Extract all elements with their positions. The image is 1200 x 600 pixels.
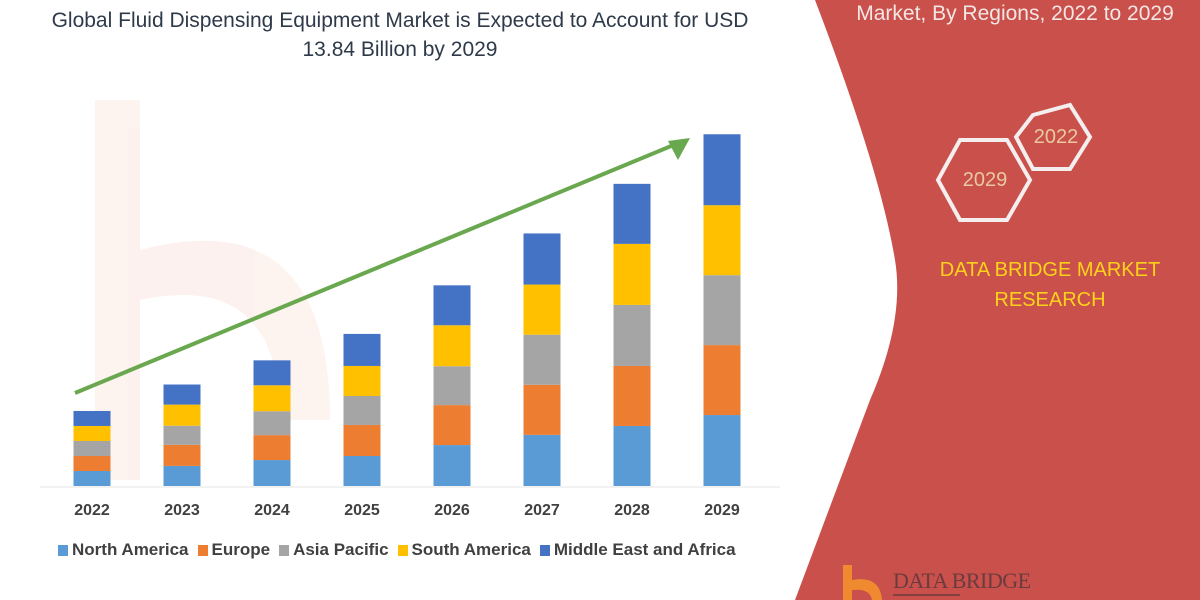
legend-label: Asia Pacific [293,540,389,559]
legend: North America Europe Asia Pacific South Ame… [58,540,736,560]
stacked-bar-chart [40,134,780,488]
hex-year-2022: 2022 [1033,126,1079,148]
trend-arrow [74,138,690,395]
legend-item: Middle East and Africa [539,540,736,560]
bar-2022-middle-east-and-africa [73,410,111,426]
bar-2025-south-america [343,365,381,396]
bar-2025-north-america [343,455,381,486]
x-tick-label: 2025 [344,502,380,519]
chart-subtitle: Market, By Regions, 2022 to 2029 [856,2,1174,25]
bar-2029-south-america [703,205,741,276]
hex-year-2029: 2029 [962,169,1008,191]
x-tick-label: 2029 [704,502,740,519]
x-tick-label: 2022 [74,502,110,519]
bar-2029-north-america [703,415,741,486]
hexagon-2029 [935,138,1033,222]
bar-2027-asia-pacific [523,334,561,385]
bar-2025-middle-east-and-africa [343,333,381,366]
brand-name: DATA BRIDGE MARKET RESEARCH [939,259,1161,311]
legend-label: South America [411,540,531,559]
bar-2027-middle-east-and-africa [523,233,561,285]
hexagon-2022 [1013,102,1093,171]
bar-2023-asia-pacific [163,425,201,445]
x-tick-label: 2026 [434,502,470,519]
legend-item: North America [58,540,189,560]
legend-item: Asia Pacific [279,540,389,560]
bar-2022-south-america [73,425,111,441]
bar-2024-asia-pacific [253,411,291,436]
bar-2029-middle-east-and-africa [703,134,741,206]
bar-2023-north-america [163,465,201,486]
bar-2022-north-america [73,470,111,486]
bar-2028-north-america [613,425,651,486]
bar-2028-asia-pacific [613,304,651,366]
red-side-panel [795,0,1200,600]
x-tick-label: 2028 [614,502,650,519]
bar-2026-europe [433,405,471,446]
bar-2028-middle-east-and-africa [613,183,651,244]
bar-2026-asia-pacific [433,366,471,406]
logo-icon [843,565,960,600]
bar-2024-europe [253,435,291,461]
bar-2026-north-america [433,445,471,486]
legend-swatch [279,544,290,556]
x-tick-label: 2027 [524,502,560,519]
bar-2026-south-america [433,325,471,367]
bar-2028-europe [613,365,651,426]
bar-2029-asia-pacific [703,275,741,346]
bar-2023-europe [163,444,201,466]
legend-swatch [197,544,208,556]
legend-label: Middle East and Africa [553,540,736,559]
legend-item: Europe [197,540,271,560]
logo-text: DATA BRIDGE [893,568,1031,593]
bar-2027-south-america [523,284,561,335]
bar-2024-north-america [253,460,291,486]
legend-label: Europe [211,540,271,559]
bar-2027-north-america [523,434,561,486]
bar-2028-south-america [613,243,651,305]
bar-2025-europe [343,424,381,456]
bar-2022-europe [73,455,111,471]
legend-swatch [58,544,68,556]
bar-2025-asia-pacific [343,395,381,425]
legend-swatch [397,544,408,556]
bar-2023-middle-east-and-africa [163,384,201,405]
bar-2029-europe [703,345,741,416]
bar-2026-middle-east-and-africa [433,285,471,326]
legend-swatch [539,544,550,556]
page-title: Global Fluid Dispensing Equipment Market… [51,9,749,61]
bar-2024-middle-east-and-africa [253,360,291,386]
legend-label: North America [72,540,189,559]
bar-2024-south-america [253,385,291,412]
bar-2022-asia-pacific [73,440,111,456]
bar-2027-europe [523,384,561,435]
x-tick-label: 2024 [254,502,290,519]
legend-item: South America [397,540,531,560]
bar-2023-south-america [163,404,201,426]
x-tick-label: 2023 [164,502,200,519]
